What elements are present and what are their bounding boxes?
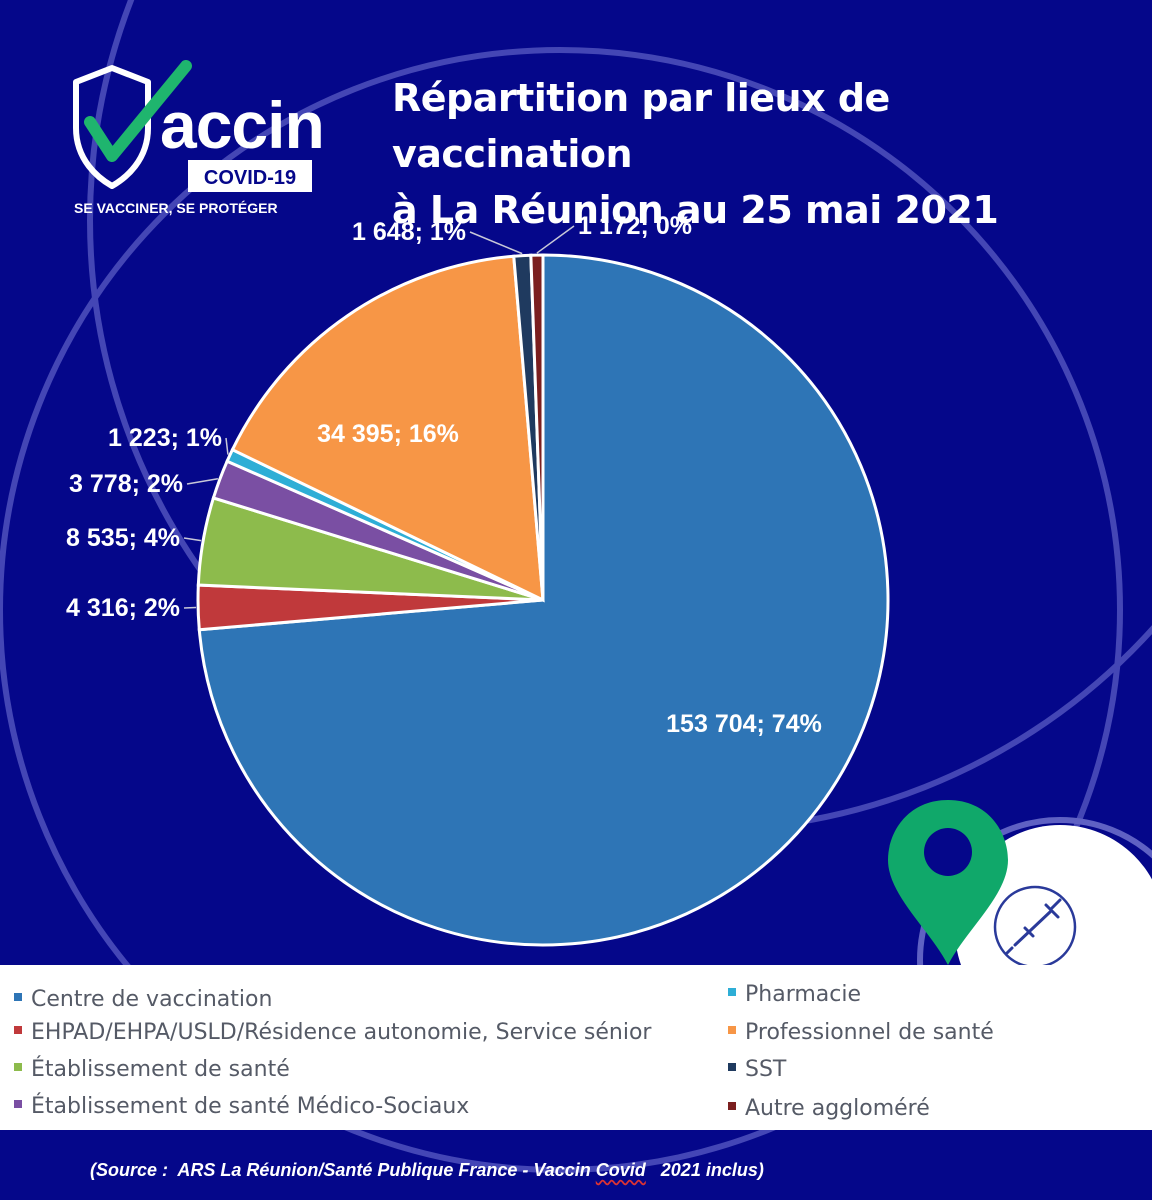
data-label-1: 153 704; 74% xyxy=(666,710,822,738)
legend-label: Établissement de santé Médico-Sociaux xyxy=(31,1094,470,1119)
legend-item-pharmacie: Pharmacie xyxy=(728,982,861,1007)
shield-icon xyxy=(73,65,151,189)
legend-label: EHPAD/EHPA/USLD/Résidence autonomie, Ser… xyxy=(31,1020,652,1045)
logo-badge: COVID-19 xyxy=(204,167,296,189)
leader-line-8 xyxy=(536,225,575,254)
source-covid-word: Covid xyxy=(595,1160,646,1180)
source-suffix: 2021 inclus) xyxy=(645,1160,764,1180)
data-label-5: 1 223; 1% xyxy=(108,424,222,452)
title-line-1: Répartition par lieux de vaccination xyxy=(392,76,890,176)
data-label-2: 4 316; 2% xyxy=(66,594,180,622)
legend-swatch xyxy=(728,1063,736,1071)
vaccin-covid-logo: accin COVID-19 SE VACCINER, SE PROTÉGER xyxy=(68,60,328,220)
legend-swatch xyxy=(14,1026,22,1034)
logo-tagline: SE VACCINER, SE PROTÉGER xyxy=(74,200,278,216)
legend-swatch xyxy=(728,1102,736,1110)
legend-label: Établissement de santé xyxy=(31,1057,290,1082)
legend-swatch xyxy=(14,993,22,1001)
legend: Centre de vaccination EHPAD/EHPA/USLD/Ré… xyxy=(0,965,1152,1130)
legend-label: Pharmacie xyxy=(745,982,862,1007)
data-label-7: 1 648; 1% xyxy=(352,218,466,246)
leader-line-5 xyxy=(225,437,229,455)
location-pin-hole xyxy=(924,828,972,876)
legend-label: Professionnel de santé xyxy=(745,1020,994,1045)
source-note: (Source : ARS La Réunion/Santé Publique … xyxy=(90,1160,764,1181)
pie-slice-8 xyxy=(529,253,545,601)
pie-chart xyxy=(196,253,890,947)
legend-item-etablissement: Établissement de santé xyxy=(14,1057,290,1082)
legend-label: SST xyxy=(745,1057,787,1082)
data-label-8: 1 172; 0% xyxy=(578,212,692,240)
pie-data-labels: 153 704; 74% 4 316; 2% 8 535; 4% 3 778; 2% 1… xyxy=(66,212,822,738)
legend-label: Centre de vaccination xyxy=(31,987,273,1012)
title-line-2: à La Réunion au 25 mai 2021 xyxy=(392,188,999,232)
source-prefix: (Source : ARS La Réunion/Santé Publique … xyxy=(90,1160,596,1180)
pie-slice-6 xyxy=(230,254,545,603)
legend-item-ehpad: EHPAD/EHPA/USLD/Résidence autonomie, Ser… xyxy=(14,1020,651,1045)
legend-item-centre: Centre de vaccination xyxy=(14,987,272,1012)
legend-item-autre: Autre aggloméré xyxy=(728,1096,930,1121)
legend-item-professionnel: Professionnel de santé xyxy=(728,1020,994,1045)
logo-word: accin xyxy=(160,88,324,162)
leader-line-7 xyxy=(469,231,523,255)
legend-swatch xyxy=(14,1100,22,1108)
leader-line-4 xyxy=(186,477,219,485)
leader-line-3 xyxy=(183,537,202,542)
legend-swatch xyxy=(728,988,736,996)
check-icon xyxy=(84,60,192,162)
data-label-3: 8 535; 4% xyxy=(66,524,180,552)
legend-swatch xyxy=(728,1026,736,1034)
chart-title: Répartition par lieux de vaccination à L… xyxy=(392,70,1132,238)
legend-label: Autre aggloméré xyxy=(745,1096,930,1121)
data-label-4: 3 778; 2% xyxy=(69,470,183,498)
location-pin-icon xyxy=(888,800,1008,965)
legend-item-medico-sociaux: Établissement de santé Médico-Sociaux xyxy=(14,1094,469,1119)
leader-line-2 xyxy=(183,606,197,609)
syringe-icon xyxy=(1005,898,1062,955)
legend-swatch xyxy=(14,1063,22,1071)
legend-item-sst: SST xyxy=(728,1057,786,1082)
data-label-6: 34 395; 16% xyxy=(317,420,459,448)
